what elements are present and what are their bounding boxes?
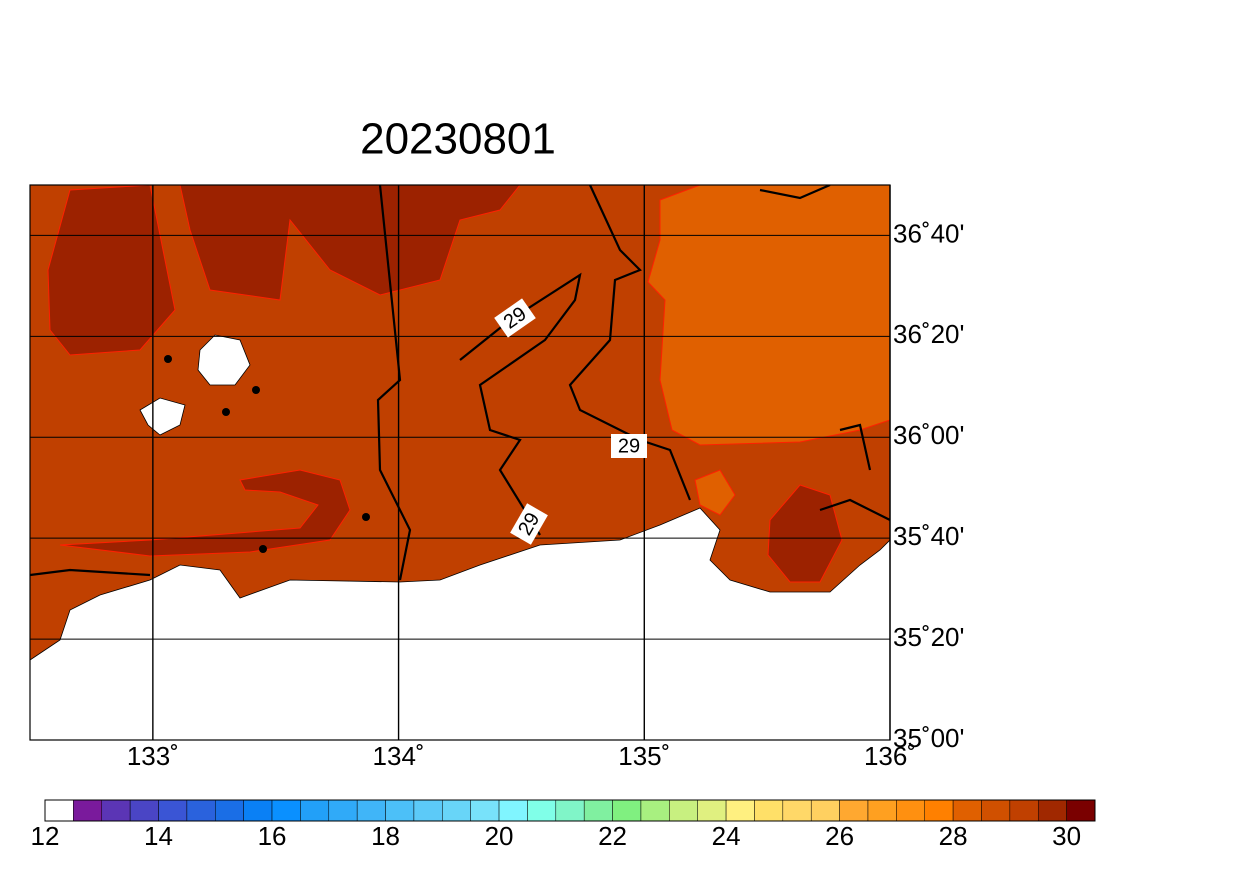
colorbar-box bbox=[1009, 799, 1039, 822]
contour-label: 29 29 29 bbox=[494, 298, 647, 545]
land bbox=[30, 507, 890, 740]
colorbar-box bbox=[158, 799, 188, 822]
map-frame bbox=[29, 184, 891, 741]
colorbar-box bbox=[215, 799, 244, 822]
colorbar-box bbox=[385, 799, 415, 822]
colorbar-box bbox=[300, 799, 330, 822]
island bbox=[197, 334, 251, 386]
x-tick-label: 133˚ bbox=[127, 741, 179, 771]
colorbar-box bbox=[981, 799, 1011, 822]
colorbar-box bbox=[697, 799, 727, 822]
colorbar-box bbox=[498, 799, 528, 822]
colorbar-box bbox=[924, 799, 954, 822]
y-tick-label: 35˚40' bbox=[893, 521, 964, 551]
colorbar-box bbox=[328, 799, 358, 822]
warm-area bbox=[59, 469, 351, 557]
x-tick-label: 134˚ bbox=[373, 741, 425, 771]
y-tick-label: 36˚40' bbox=[893, 218, 964, 248]
colorbar-box bbox=[867, 799, 897, 822]
colorbar-box bbox=[952, 799, 982, 822]
colorbar-tick-label: 26 bbox=[825, 821, 854, 851]
colorbar-box bbox=[612, 799, 642, 822]
island bbox=[139, 397, 186, 436]
colorbar-box bbox=[896, 799, 925, 822]
y-tick-label: 35˚00' bbox=[893, 723, 964, 753]
y-tick-label: 35˚20' bbox=[893, 622, 964, 652]
colorbar-box bbox=[810, 799, 840, 822]
contour-line bbox=[30, 185, 890, 581]
colorbar-box bbox=[73, 799, 103, 822]
colorbar-box bbox=[186, 799, 216, 822]
map-field bbox=[30, 185, 890, 740]
colorbar-box bbox=[243, 799, 273, 822]
y-tick-label: 36˚00' bbox=[893, 420, 964, 450]
chart-title: 20230801 bbox=[360, 115, 556, 164]
warm-area bbox=[47, 185, 176, 356]
cool-area bbox=[694, 469, 736, 516]
colorbar-box bbox=[640, 799, 670, 822]
colorbar-box bbox=[413, 799, 443, 822]
warm-area bbox=[179, 185, 521, 301]
colorbar-tick-label: 28 bbox=[939, 821, 968, 851]
colorbar-box bbox=[44, 799, 74, 822]
colorbar-box bbox=[583, 799, 613, 822]
colorbar-tick-label: 18 bbox=[371, 821, 400, 851]
y-tick-label: 36˚20' bbox=[893, 319, 964, 349]
colorbar-box bbox=[725, 799, 755, 822]
colorbar-box bbox=[1037, 799, 1067, 822]
colorbar-tick-label: 22 bbox=[598, 821, 627, 851]
x-tick-label: 135˚ bbox=[618, 741, 670, 771]
station-markers bbox=[164, 355, 370, 553]
x-tick-label: 136˚ bbox=[864, 741, 916, 771]
colorbar-box bbox=[442, 799, 471, 822]
colorbar-box bbox=[356, 799, 386, 822]
colorbar-tick-label: 30 bbox=[1052, 821, 1081, 851]
colorbar-tick-label: 12 bbox=[31, 821, 60, 851]
colorbar-box bbox=[555, 799, 585, 822]
colorbar-box bbox=[782, 799, 812, 822]
colorbar-box bbox=[470, 799, 500, 822]
colorbar-tick-label: 20 bbox=[485, 821, 514, 851]
colorbar-tick-label: 14 bbox=[144, 821, 173, 851]
colorbar-tick-label: 24 bbox=[712, 821, 741, 851]
colorbar-tick-label: 16 bbox=[258, 821, 287, 851]
colorbar-box bbox=[669, 799, 698, 822]
colorbar-box bbox=[839, 799, 869, 822]
colorbar-box bbox=[129, 799, 159, 822]
contour-label-text: 29 bbox=[618, 435, 640, 457]
colorbar-box bbox=[527, 799, 557, 822]
colorbar-box bbox=[754, 799, 784, 822]
colorbar-frame bbox=[44, 799, 1096, 822]
colorbar-box bbox=[271, 799, 301, 822]
cool-area bbox=[647, 185, 890, 446]
colorbar-box bbox=[101, 799, 131, 822]
colorbar-box bbox=[1066, 799, 1096, 822]
